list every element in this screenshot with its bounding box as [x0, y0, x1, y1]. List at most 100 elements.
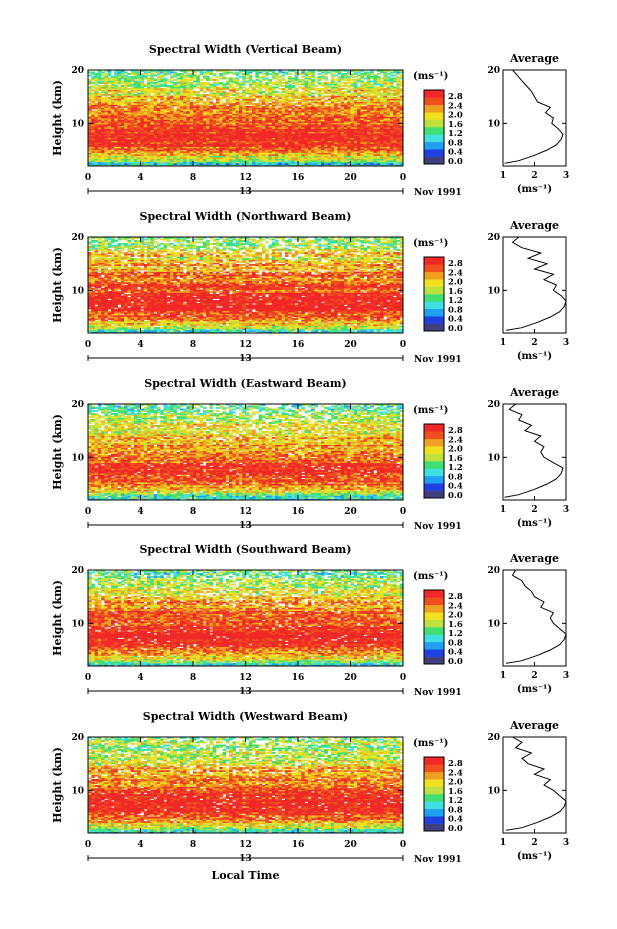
heatmap-cell	[262, 106, 266, 108]
heatmap-cell	[147, 102, 151, 104]
heatmap-cell	[196, 87, 200, 89]
heatmap-cell	[177, 85, 181, 87]
heatmap-cell	[275, 87, 279, 89]
heatmap-cell	[88, 87, 92, 89]
heatmap-cell	[268, 106, 272, 108]
heatmap-cell	[295, 106, 299, 108]
heatmap-cell	[121, 85, 125, 87]
heatmap-cell	[387, 87, 391, 89]
heatmap-cell	[252, 103, 256, 105]
heatmap-cell	[272, 97, 276, 99]
heatmap-cell	[196, 91, 200, 93]
heatmap-cell	[298, 93, 302, 95]
heatmap-cell	[347, 94, 351, 96]
heatmap-cell	[232, 94, 236, 96]
heatmap-cell	[209, 84, 213, 86]
heatmap-cell	[255, 90, 259, 92]
heatmap-cell	[101, 94, 105, 96]
heatmap-cell	[255, 103, 259, 105]
heatmap-cell	[324, 100, 328, 102]
heatmap-cell	[232, 87, 236, 89]
heatmap-cell	[226, 87, 230, 89]
heatmap-cell	[209, 90, 213, 92]
heatmap-cell	[278, 88, 282, 90]
heatmap-cell	[223, 103, 227, 105]
heatmap-cell	[209, 106, 213, 108]
heatmap-cell	[88, 103, 92, 105]
heatmap-cell	[278, 108, 282, 110]
heatmap-cell	[344, 91, 348, 93]
heatmap-cell	[229, 97, 233, 99]
heatmap-cell	[118, 87, 122, 89]
heatmap-cell	[337, 108, 341, 110]
heatmap-cell	[219, 105, 223, 107]
heatmap-cell	[341, 88, 345, 90]
heatmap-cell	[341, 85, 345, 87]
heatmap-cell	[131, 84, 135, 86]
heatmap-cell	[127, 91, 131, 93]
heatmap-cell	[167, 85, 171, 87]
heatmap-cell	[347, 85, 351, 87]
heatmap-cell	[357, 87, 361, 89]
heatmap-cell	[364, 106, 368, 108]
heatmap-cell	[219, 97, 223, 99]
heatmap-cell	[190, 100, 194, 102]
heatmap-cell	[255, 96, 259, 98]
heatmap-cell	[108, 97, 112, 99]
heatmap-cell	[246, 97, 250, 99]
heatmap-cell	[127, 99, 131, 101]
heatmap-cell	[95, 103, 99, 105]
heatmap-cell	[347, 90, 351, 92]
heatmap-cell	[285, 90, 289, 92]
heatmap-cell	[275, 99, 279, 101]
heatmap-cell	[324, 96, 328, 98]
heatmap-cell	[291, 85, 295, 87]
heatmap-cell	[114, 85, 118, 87]
heatmap-cell	[357, 93, 361, 95]
heatmap-cell	[311, 87, 315, 89]
heatmap-cell	[160, 88, 164, 90]
heatmap-cell	[314, 97, 318, 99]
heatmap-cell	[98, 93, 102, 95]
heatmap-cell	[170, 96, 174, 98]
heatmap-cell	[298, 100, 302, 102]
heatmap-cell	[246, 106, 250, 108]
heatmap-cell	[203, 91, 207, 93]
heatmap-cell	[377, 97, 381, 99]
heatmap-cell	[91, 93, 95, 95]
heatmap-cell	[101, 85, 105, 87]
heatmap-cell	[249, 106, 253, 108]
heatmap-cell	[236, 93, 240, 95]
panel-title: Spectral Width (Vertical Beam)	[149, 43, 342, 56]
heatmap-cell	[288, 99, 292, 101]
heatmap-cell	[278, 100, 282, 102]
heatmap-cell	[275, 91, 279, 93]
heatmap-cell	[278, 105, 282, 107]
heatmap-cell	[301, 87, 305, 89]
heatmap-cell	[229, 84, 233, 86]
heatmap-cell	[193, 102, 197, 104]
heatmap-cell	[144, 84, 148, 86]
heatmap-cells	[88, 70, 403, 166]
heatmap-cell	[219, 102, 223, 104]
heatmap-cell	[91, 111, 95, 113]
heatmap-cell	[200, 105, 204, 107]
heatmap-cell	[272, 87, 276, 89]
heatmap-cell	[321, 93, 325, 95]
heatmap-cell	[328, 96, 332, 98]
heatmap-cell	[101, 97, 105, 99]
heatmap-cell	[262, 94, 266, 96]
heatmap-cell	[216, 87, 220, 89]
heatmap-cell	[196, 105, 200, 107]
heatmap-cell	[318, 99, 322, 101]
heatmap-cell	[337, 103, 341, 105]
heatmap-cell	[308, 102, 312, 104]
heatmap-cell	[351, 88, 355, 90]
heatmap-cell	[249, 90, 253, 92]
heatmap-cell	[314, 106, 318, 108]
heatmap-cell	[167, 90, 171, 92]
heatmap-cell	[95, 87, 99, 89]
heatmap-cell	[180, 90, 184, 92]
heatmap-cell	[246, 88, 250, 90]
heatmap-cell	[314, 88, 318, 90]
